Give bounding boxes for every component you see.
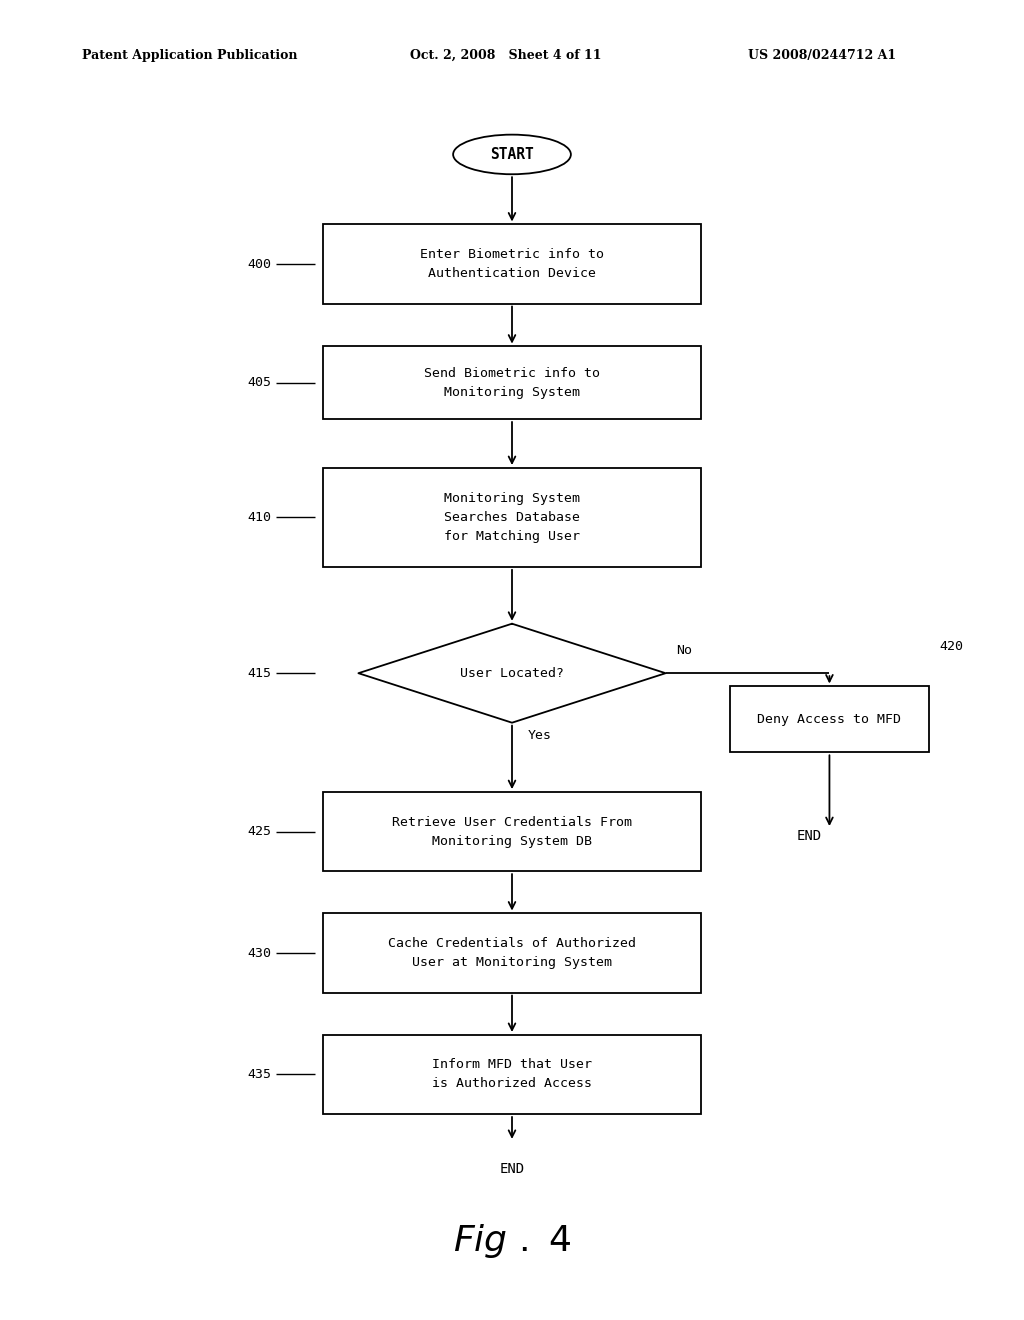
Bar	[323, 1035, 701, 1114]
Text: Patent Application Publication: Patent Application Publication	[82, 49, 297, 62]
Text: 425: 425	[248, 825, 271, 838]
Text: 405: 405	[248, 376, 271, 389]
Text: No: No	[676, 644, 692, 657]
Text: Yes: Yes	[527, 729, 551, 742]
Text: Send Biometric info to
Monitoring System: Send Biometric info to Monitoring System	[424, 367, 600, 399]
Text: Cache Credentials of Authorized
User at Monitoring System: Cache Credentials of Authorized User at …	[388, 937, 636, 969]
Text: Deny Access to MFD: Deny Access to MFD	[758, 713, 901, 726]
Text: Oct. 2, 2008   Sheet 4 of 11: Oct. 2, 2008 Sheet 4 of 11	[410, 49, 601, 62]
Text: $\mathit{Fig\ .\ 4}$: $\mathit{Fig\ .\ 4}$	[453, 1222, 571, 1259]
Bar	[323, 792, 701, 871]
Text: 435: 435	[248, 1068, 271, 1081]
Text: Enter Biometric info to
Authentication Device: Enter Biometric info to Authentication D…	[420, 248, 604, 280]
Text: US 2008/0244712 A1: US 2008/0244712 A1	[748, 49, 896, 62]
Text: 415: 415	[248, 667, 271, 680]
Bar	[729, 686, 930, 752]
Text: Retrieve User Credentials From
Monitoring System DB: Retrieve User Credentials From Monitorin…	[392, 816, 632, 847]
Text: Monitoring System
Searches Database
for Matching User: Monitoring System Searches Database for …	[444, 492, 580, 543]
Text: 430: 430	[248, 946, 271, 960]
Text: Inform MFD that User
is Authorized Access: Inform MFD that User is Authorized Acces…	[432, 1059, 592, 1090]
Text: END: END	[797, 829, 821, 843]
Text: 400: 400	[248, 257, 271, 271]
Bar	[323, 224, 701, 304]
Bar	[323, 469, 701, 568]
Text: END: END	[500, 1162, 524, 1176]
Bar	[323, 346, 701, 420]
Text: 420: 420	[940, 640, 964, 653]
Bar	[323, 913, 701, 993]
Ellipse shape	[453, 135, 571, 174]
Text: User Located?: User Located?	[460, 667, 564, 680]
Text: 410: 410	[248, 511, 271, 524]
Text: START: START	[490, 147, 534, 162]
